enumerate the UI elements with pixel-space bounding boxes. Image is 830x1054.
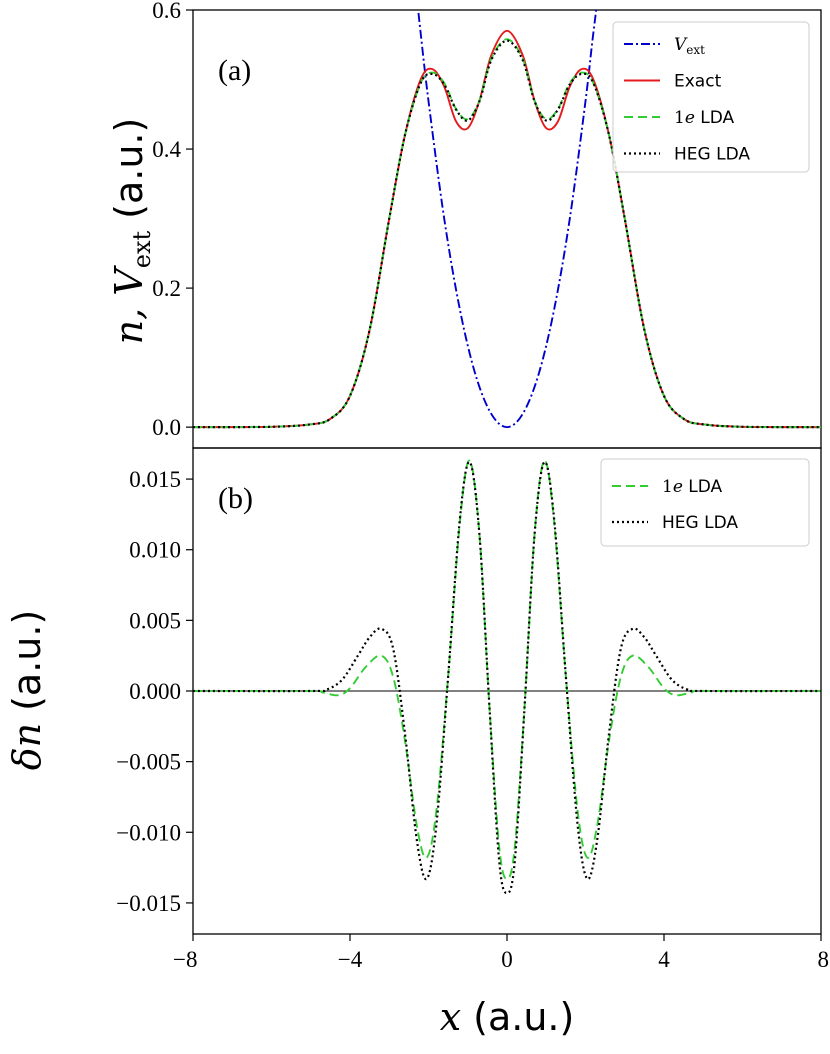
panel-a-legend: Vext Exact 1e LDA HEG LDA — [612, 21, 810, 173]
panel-a-legend-label-heg-lda: HEG LDA — [674, 145, 750, 165]
x-tick-label: 0 — [501, 947, 513, 972]
panel-b-legend-label-1e-lda: 1e LDA — [662, 477, 723, 497]
panel-a-legend-label-1e-lda: 1e LDA — [674, 108, 735, 128]
panel-b-y-tick-label: −0.005 — [116, 750, 181, 775]
panel-b-legend-label-heg-lda: HEG LDA — [662, 513, 738, 533]
panel-a-legend-label-v-ext: Vext — [674, 35, 705, 57]
panel-b-y-tick-label: −0.010 — [116, 820, 181, 845]
panel-a-y-axis-unit: (a.u.) — [107, 118, 151, 219]
x-axis-label: x (a.u.) — [440, 995, 575, 1039]
panel-b-y-axis-label: δn (a.u.) — [5, 610, 49, 771]
panel-b-y-tick-label: −0.015 — [116, 891, 181, 916]
x-tick-label: 4 — [658, 947, 670, 972]
panel-b-legend-entries: 1e LDA HEG LDA — [612, 477, 738, 533]
panel-b: −0.015 −0.010 −0.005 0.000 0.005 0.010 0.015 −… — [5, 447, 829, 1039]
panel-b-x-ticks: −8 −4 0 4 8 — [173, 934, 829, 972]
panel-b-label: (b) — [218, 482, 253, 515]
panel-b-legend-box — [600, 458, 810, 547]
panel-b-y-tick-label: 0.005 — [129, 608, 181, 633]
panel-a-y-tick-label: 0.0 — [152, 415, 181, 440]
panel-b-y-axis-unit: (a.u.) — [5, 610, 49, 711]
panel-b-y-tick-label: 0.010 — [129, 538, 181, 563]
panel-a-series-heg-lda — [193, 39, 821, 429]
panel-b-legend: 1e LDA HEG LDA — [600, 458, 810, 547]
x-axis-math: x — [440, 995, 461, 1039]
panel-a-legend-label-exact: Exact — [674, 72, 722, 92]
panel-b-series-heg-lda — [193, 461, 821, 895]
panel-b-y-ticks: −0.015 −0.010 −0.005 0.000 0.005 0.010 0.015 — [116, 467, 193, 916]
panel-a-lines — [193, 10, 821, 429]
panel-a-y-ticks: 0.0 0.2 0.4 0.6 — [152, 0, 193, 440]
panel-a-y-tick-label: 0.6 — [152, 0, 181, 23]
x-axis-unit: (a.u.) — [473, 995, 574, 1039]
panel-a-y-axis-label: n, Vext (a.u.) — [107, 118, 156, 345]
panel-b-y-tick-label: 0.000 — [129, 679, 181, 704]
panel-a-y-axis-math: n, V — [107, 265, 151, 345]
svg-text:n, Vext(a.u.): n, Vext (a.u.) — [107, 118, 156, 345]
panel-a-y-axis-sub: ext — [128, 231, 156, 269]
panel-b-y-tick-label: 0.015 — [129, 467, 181, 492]
panel-b-lines — [193, 459, 821, 895]
panel-a-series-v-ext — [417, 10, 598, 429]
panel-a-y-tick-label: 0.4 — [152, 137, 181, 162]
panel-a-legend-entries: Vext Exact 1e LDA HEG LDA — [624, 35, 750, 165]
panel-a-legend-box — [612, 21, 810, 173]
x-tick-label: −4 — [338, 947, 363, 972]
svg-text:δn(a.u.): δn (a.u.) — [5, 610, 49, 771]
x-tick-label: −8 — [173, 947, 197, 972]
panel-a-label: (a) — [218, 54, 251, 87]
x-tick-label: 8 — [818, 947, 830, 972]
panel-b-y-axis-math: δn — [5, 723, 49, 770]
panel-a-y-tick-label: 0.2 — [152, 276, 181, 301]
